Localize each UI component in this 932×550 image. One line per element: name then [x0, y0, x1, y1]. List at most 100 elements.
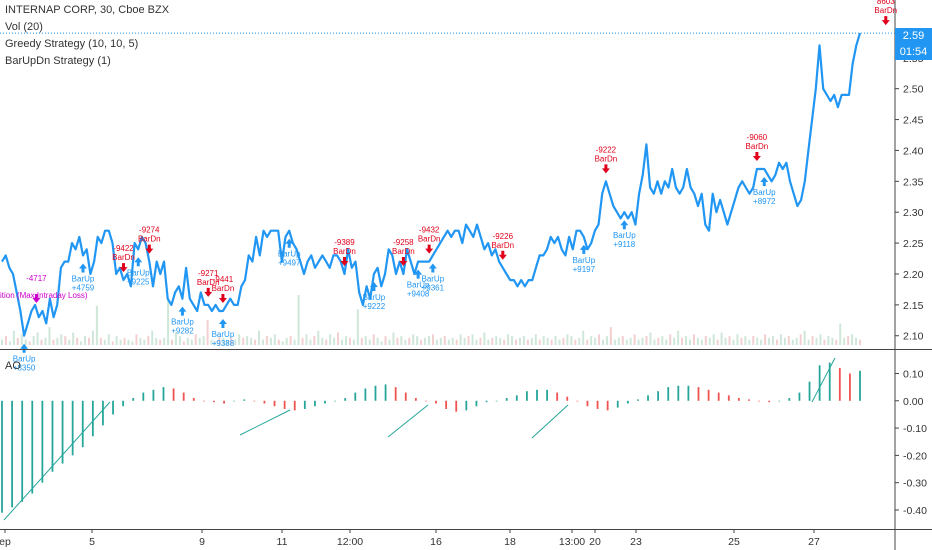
sell-arrow-mark	[601, 164, 610, 174]
volume-bar	[768, 337, 771, 345]
volume-bar	[629, 337, 632, 345]
ao-pane[interactable]	[1, 357, 861, 521]
ao-bar	[344, 398, 347, 401]
volume-bar	[222, 337, 225, 345]
volume-bar	[637, 339, 640, 345]
ao-tick-label: -0.30	[903, 478, 927, 490]
volume-bar	[783, 337, 786, 345]
volume-bar	[435, 339, 438, 345]
legend-ao[interactable]: AO	[5, 360, 21, 372]
volume-bar	[431, 334, 434, 345]
buy-signal-label: BarUp	[72, 274, 95, 283]
stop-signal-label: ition (Max Intraday Loss)	[0, 291, 88, 300]
volume-bar	[744, 336, 747, 345]
volume-bar	[32, 336, 35, 345]
sell-arrow-mark	[218, 294, 227, 304]
volume-bar	[412, 334, 415, 345]
volume-bar	[186, 337, 189, 345]
volume-bar	[72, 332, 75, 345]
volume-bar	[625, 339, 628, 345]
volume-bar	[392, 332, 395, 345]
volume-bar	[52, 339, 55, 345]
volume-bar	[214, 341, 217, 345]
price-tick-label: 2.10	[903, 331, 924, 343]
volume-bar	[764, 334, 767, 345]
volume-bar	[760, 339, 763, 345]
buy-signal-label: BarUp	[753, 188, 776, 197]
volume-bar	[859, 339, 861, 345]
legend-barupdn-strategy[interactable]: BarUpDn Strategy (1)	[5, 55, 111, 67]
volume-bar	[475, 339, 478, 345]
ao-bar	[51, 400, 54, 472]
ao-bar	[122, 400, 125, 407]
ao-bar	[596, 400, 599, 409]
volume-bar	[439, 337, 442, 345]
volume-bar	[321, 337, 324, 345]
volume-bar	[131, 341, 134, 345]
ao-bar	[798, 392, 801, 401]
volume-bar	[621, 336, 624, 345]
volume-bar	[554, 336, 557, 345]
price-tick-label: 2.25	[903, 238, 924, 250]
volume-bar	[641, 337, 644, 345]
buy-arrow-mark	[620, 220, 629, 230]
volume-bar	[692, 334, 695, 345]
ao-bar	[515, 395, 518, 401]
buy-arrow-mark	[218, 319, 227, 329]
ao-bar	[223, 400, 225, 404]
volume-bar	[843, 337, 846, 345]
volume-bar	[115, 336, 118, 345]
sell-signal-label: BarDn	[595, 154, 618, 163]
volume-bar	[669, 334, 672, 345]
buy-arrow-mark	[579, 244, 588, 254]
price-pane[interactable]	[1, 32, 862, 337]
buy-arrow-mark	[285, 238, 294, 248]
volume-bar	[99, 337, 102, 345]
volume-bar	[325, 339, 328, 345]
volume-bar	[700, 339, 703, 345]
volume-bar	[590, 336, 593, 345]
sell-signal-value: 8603	[877, 0, 895, 6]
legend-greedy-strategy[interactable]: Greedy Strategy (10, 10, 5)	[5, 38, 139, 50]
legend-volume[interactable]: Vol (20)	[5, 21, 43, 33]
ao-divergence-line	[531, 404, 569, 439]
sell-arrow-mark	[204, 287, 213, 297]
ao-bar	[707, 389, 710, 401]
ao-bar	[233, 400, 236, 402]
time-tick-label: 11	[277, 536, 288, 548]
time-tick-label: 27	[808, 536, 820, 548]
volume-bar	[471, 334, 474, 345]
sell-signal-label: BarDn	[138, 235, 161, 244]
ao-bar	[748, 399, 750, 401]
volume-bar	[309, 339, 312, 345]
ao-tick-label: -0.20	[903, 450, 927, 462]
volume-bar	[451, 337, 454, 345]
ao-bar	[546, 389, 548, 401]
volume-bar	[712, 334, 715, 345]
volume-bar	[341, 339, 344, 345]
time-tick-label: 16	[430, 536, 442, 548]
volume-bar	[404, 339, 407, 345]
volume-bar	[84, 336, 87, 345]
volume-bar	[617, 337, 620, 345]
volume-bar	[44, 337, 47, 345]
sell-arrow-mark	[119, 263, 128, 273]
legend-symbol[interactable]: INTERNAP CORP, 30, Cboe BZX	[5, 4, 170, 16]
volume-bar	[139, 337, 142, 345]
volume-bar	[522, 336, 525, 345]
ao-bar	[404, 392, 407, 401]
volume-bar	[807, 339, 810, 345]
volume-bar	[507, 334, 510, 345]
volume-bar	[609, 327, 612, 345]
sell-signal-label: BarDn	[491, 241, 514, 250]
buy-arrow-mark	[428, 263, 437, 273]
ao-bar	[152, 389, 155, 401]
ao-bar	[536, 389, 538, 401]
volume-bar	[119, 339, 122, 345]
volume-bar	[696, 337, 699, 345]
ao-bar	[11, 400, 13, 508]
volume-bar	[12, 330, 15, 345]
volume-bar	[661, 336, 664, 345]
volume-bar	[151, 330, 154, 345]
